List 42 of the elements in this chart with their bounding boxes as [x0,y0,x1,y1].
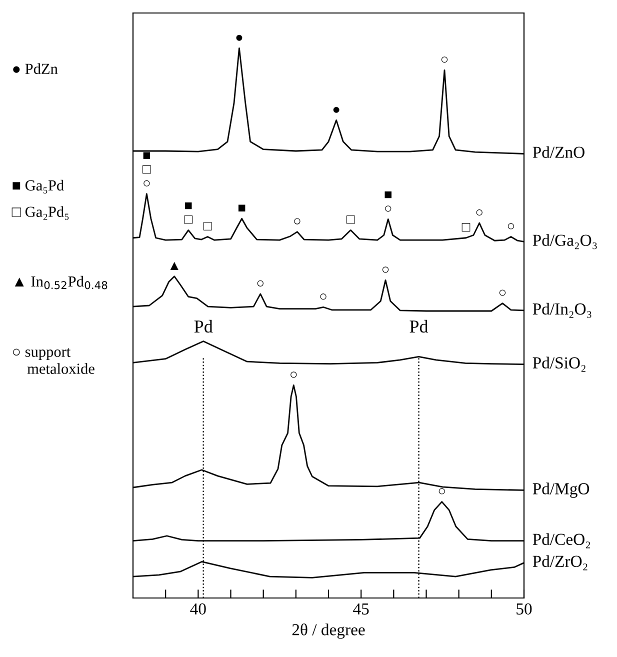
series-label: Pd/In₂O₃ [532,302,592,318]
text: □ Ga₂Pd₅ [12,206,69,220]
ref-line-label: Pd [194,320,213,333]
x-tick-label: 50 [516,603,532,615]
annotation: ○ [294,218,300,224]
annotation: ○ [382,266,389,273]
annotation: □ [203,222,212,230]
annotation: ● [333,106,340,113]
series-label: Pd/MgO [532,482,590,498]
annotation: ■ [143,152,150,159]
annotation: □ [346,215,355,224]
annotation: □ [184,215,193,224]
annotation: ▲ [170,262,178,270]
x-axis-title: 2θ / degree [292,624,365,639]
ref-line-label: Pd [410,320,428,333]
series-label: Pd/ZnO [532,146,584,158]
text: ■ Ga₅Pd [12,180,64,194]
annotation: ○ [499,290,506,296]
annotation: ○ [257,280,264,286]
x-tick-label: 40 [190,603,206,615]
annotation: ○ [290,372,297,378]
series-label: Pd/CeO₂ [532,533,590,548]
series-label: Pd/Ga₂O₃ [532,234,597,250]
annotation: ○ [320,294,326,300]
annotation: □ [142,165,151,174]
annotation: ■ [384,191,392,198]
annotation: □ [462,223,470,232]
series-label: Pd/ZrO₂ [532,555,588,570]
series-label: Pd/SiO₂ [532,356,586,372]
annotation: ○ [441,56,448,63]
text: ● PdZn [13,63,58,74]
x-tick-label: 45 [353,603,369,615]
annotation: ○ [438,488,445,494]
annotation: ○ [508,223,514,230]
text: ▲ In$_{0.52}$Pd$_{0.48}$ [14,276,108,290]
annotation: ○ [144,180,150,186]
annotation: ○ [476,209,482,216]
annotation: ○ [385,206,392,212]
annotation: ■ [185,202,192,210]
annotation: ■ [238,204,246,212]
text: ○ support metaloxide [13,348,94,374]
annotation: ● [236,34,242,41]
